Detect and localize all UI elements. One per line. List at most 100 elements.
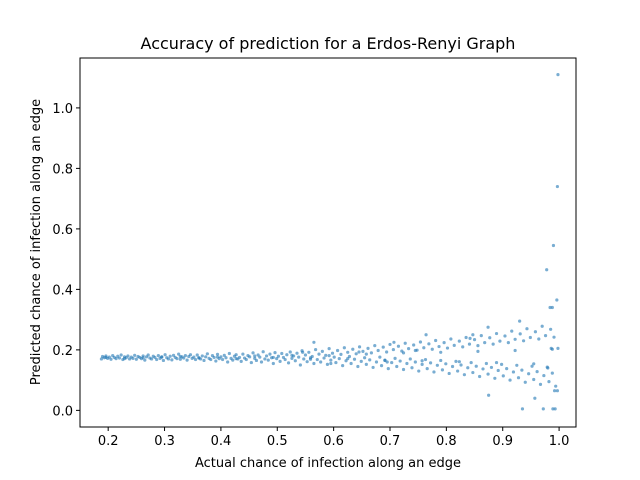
data-point <box>361 349 365 353</box>
y-axis-ticks: 0.0 0.2 0.4 0.6 0.8 1.0 <box>52 102 80 419</box>
data-point <box>385 350 389 354</box>
data-point <box>439 350 443 354</box>
data-point <box>518 332 522 336</box>
data-point <box>178 357 182 361</box>
data-point <box>178 354 182 359</box>
y-tick-label: 0.4 <box>52 283 73 298</box>
data-point <box>435 363 439 367</box>
data-point <box>420 362 424 366</box>
data-point <box>493 376 497 380</box>
data-point <box>314 347 318 352</box>
data-point <box>450 364 455 369</box>
data-point <box>430 347 434 351</box>
data-point <box>263 357 267 361</box>
data-point <box>122 357 127 361</box>
x-tick-label: 1.0 <box>549 434 570 449</box>
data-point <box>511 370 516 374</box>
data-point <box>444 362 448 366</box>
data-point <box>146 353 150 357</box>
data-point <box>374 360 379 364</box>
data-point <box>440 368 445 372</box>
data-point <box>395 364 399 369</box>
data-point <box>166 357 171 361</box>
data-point <box>405 361 409 366</box>
data-point <box>523 380 527 384</box>
x-axis-label: Actual chance of infection along an edge <box>195 456 461 471</box>
data-point <box>327 354 331 358</box>
data-point <box>143 358 147 362</box>
data-point <box>308 357 313 361</box>
data-point <box>467 342 472 346</box>
data-point <box>555 298 559 302</box>
data-point <box>305 360 309 364</box>
data-point <box>193 357 198 362</box>
data-point <box>221 357 225 362</box>
data-point <box>525 327 529 331</box>
data-point <box>215 355 220 359</box>
data-point <box>224 356 228 360</box>
data-point <box>251 351 255 355</box>
data-point <box>275 357 279 361</box>
data-point <box>297 355 301 359</box>
data-point <box>185 358 189 362</box>
data-point <box>271 355 275 360</box>
data-point <box>408 357 412 361</box>
data-point <box>413 360 417 364</box>
data-point <box>278 359 282 363</box>
data-point <box>553 407 557 411</box>
data-point <box>532 377 536 382</box>
data-point <box>119 353 123 357</box>
y-tick-label: 0.8 <box>52 162 73 177</box>
data-point <box>192 355 196 359</box>
data-point <box>234 353 238 357</box>
data-point <box>530 364 534 368</box>
data-point <box>209 357 213 362</box>
data-point <box>401 367 406 372</box>
data-point <box>549 346 553 350</box>
data-point <box>363 356 367 360</box>
data-point <box>182 356 186 360</box>
data-point <box>383 358 387 362</box>
data-point <box>516 376 521 380</box>
data-point <box>366 346 370 350</box>
data-point <box>307 350 311 354</box>
data-point <box>476 349 480 353</box>
data-point <box>513 337 517 341</box>
data-point <box>315 357 319 362</box>
data-point <box>452 343 456 347</box>
data-point <box>420 359 424 363</box>
data-point <box>494 331 499 336</box>
data-point <box>457 360 461 364</box>
data-point <box>354 352 358 356</box>
data-point <box>398 359 402 363</box>
x-tick-label: 0.2 <box>98 434 119 449</box>
x-tick-label: 0.3 <box>154 434 175 449</box>
data-point <box>163 353 167 357</box>
data-point <box>141 356 145 360</box>
data-point <box>239 359 243 363</box>
data-point <box>273 351 277 355</box>
data-point <box>503 334 507 338</box>
data-point <box>329 358 333 362</box>
data-point <box>195 353 199 357</box>
data-point <box>471 370 475 375</box>
data-point <box>487 393 491 397</box>
data-point <box>533 396 537 400</box>
y-tick-label: 0.6 <box>52 223 73 238</box>
data-point <box>339 352 343 357</box>
y-tick-label: 1.0 <box>52 102 73 117</box>
data-point <box>160 355 164 359</box>
data-point <box>403 341 407 345</box>
data-point <box>388 342 392 347</box>
data-point <box>505 367 509 371</box>
data-point <box>437 344 441 349</box>
data-point <box>459 363 463 367</box>
data-point <box>356 364 360 369</box>
data-point <box>215 352 220 357</box>
data-point <box>155 357 159 362</box>
data-point <box>241 352 245 356</box>
data-point <box>390 360 394 365</box>
data-point <box>352 357 357 361</box>
data-point <box>357 350 361 354</box>
data-point <box>442 341 446 345</box>
